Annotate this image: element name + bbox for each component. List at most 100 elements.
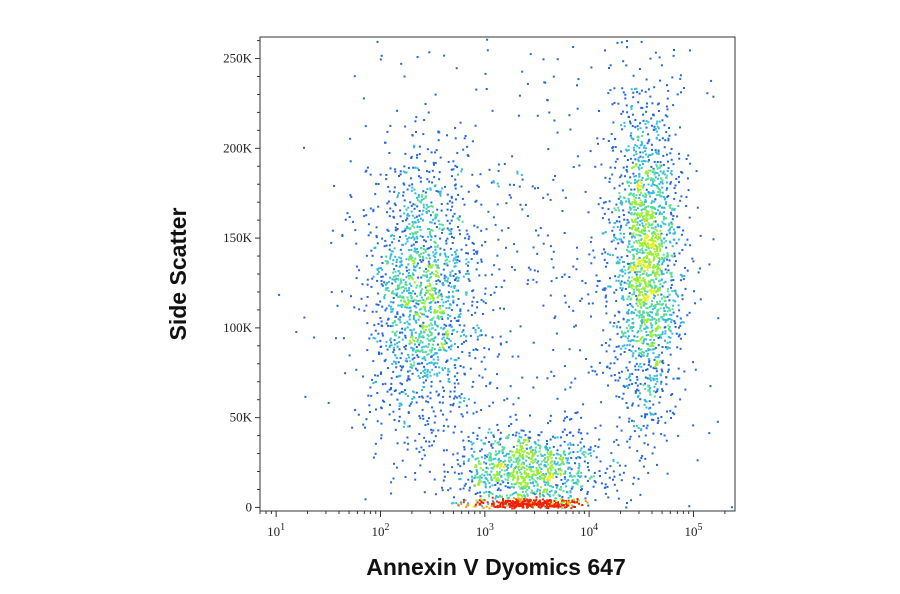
scatter-point — [657, 267, 660, 270]
scatter-point — [398, 336, 401, 339]
scatter-point — [587, 453, 590, 456]
scatter-point — [640, 324, 643, 327]
scatter-point — [660, 195, 663, 198]
scatter-point — [577, 472, 580, 475]
scatter-point — [472, 242, 475, 245]
scatter-point — [652, 334, 655, 337]
scatter-point — [396, 277, 399, 280]
scatter-point — [434, 328, 437, 331]
scatter-point — [629, 435, 632, 438]
scatter-point — [665, 174, 668, 177]
scatter-point — [549, 245, 552, 248]
scatter-point — [362, 423, 365, 426]
scatter-point — [638, 175, 641, 178]
scatter-point — [401, 327, 404, 330]
scatter-point — [469, 367, 472, 370]
scatter-point — [652, 289, 655, 292]
scatter-point — [387, 200, 390, 203]
scatter-point — [566, 461, 569, 464]
scatter-point — [621, 128, 624, 131]
scatter-point — [635, 314, 638, 317]
scatter-point — [635, 298, 638, 301]
scatter-point — [495, 478, 498, 481]
scatter-point — [490, 505, 493, 507]
scatter-point — [519, 455, 522, 458]
scatter-point — [413, 226, 416, 229]
scatter-point — [419, 294, 422, 297]
scatter-point — [536, 252, 539, 255]
scatter-point — [642, 151, 645, 154]
scatter-point — [408, 369, 411, 372]
scatter-point — [514, 482, 517, 485]
scatter-point — [618, 258, 621, 261]
scatter-point — [643, 215, 646, 218]
scatter-point — [401, 383, 403, 386]
scatter-point — [626, 170, 629, 173]
scatter-point — [398, 348, 401, 351]
scatter-point — [435, 251, 438, 254]
scatter-point — [449, 274, 452, 277]
scatter-point — [436, 309, 439, 312]
scatter-point — [654, 356, 657, 359]
scatter-point — [622, 209, 625, 212]
scatter-point — [364, 498, 367, 501]
scatter-point — [505, 437, 508, 439]
scatter-point — [436, 271, 439, 274]
scatter-point — [647, 133, 650, 136]
scatter-point — [559, 457, 562, 460]
scatter-point — [645, 126, 648, 129]
scatter-point — [427, 417, 430, 420]
scatter-point — [648, 159, 650, 162]
scatter-point — [436, 266, 439, 269]
scatter-point — [541, 460, 544, 463]
scatter-point — [610, 452, 613, 455]
scatter-point — [647, 274, 650, 277]
scatter-point — [428, 324, 431, 327]
scatter-point — [416, 237, 419, 240]
scatter-point — [649, 411, 652, 414]
scatter-point — [415, 447, 418, 450]
scatter-point — [476, 261, 479, 264]
scatter-point — [653, 125, 656, 128]
scatter-point — [643, 220, 646, 223]
scatter-point — [577, 78, 580, 81]
scatter-point — [607, 285, 610, 288]
scatter-point — [670, 271, 673, 274]
scatter-point — [556, 58, 559, 61]
scatter-point — [510, 423, 513, 425]
scatter-point — [579, 300, 582, 302]
scatter-point — [479, 467, 482, 469]
scatter-point — [567, 457, 570, 460]
scatter-point — [428, 51, 431, 54]
scatter-point — [402, 313, 405, 316]
scatter-point — [420, 446, 423, 449]
scatter-point — [632, 253, 635, 256]
scatter-point — [647, 343, 650, 346]
scatter-point — [655, 237, 658, 240]
scatter-point — [478, 274, 481, 277]
scatter-point — [472, 249, 475, 252]
scatter-point — [699, 267, 702, 270]
scatter-point — [595, 274, 598, 277]
scatter-point — [644, 281, 647, 284]
scatter-point — [423, 302, 426, 305]
scatter-point — [425, 345, 428, 348]
scatter-point — [665, 105, 668, 108]
scatter-point — [435, 216, 438, 219]
scatter-point — [404, 125, 407, 128]
scatter-point — [441, 486, 443, 489]
scatter-point — [547, 148, 550, 151]
scatter-point — [484, 486, 487, 489]
scatter-point — [407, 300, 410, 303]
scatter-point — [556, 461, 559, 464]
scatter-point — [635, 267, 638, 270]
scatter-point — [647, 280, 650, 283]
scatter-point — [422, 299, 425, 302]
scatter-point — [431, 368, 434, 371]
scatter-point — [661, 333, 664, 336]
scatter-point — [418, 153, 421, 156]
scatter-point — [559, 463, 562, 466]
scatter-point — [625, 506, 628, 509]
scatter-point — [439, 315, 442, 318]
scatter-point — [350, 295, 352, 298]
